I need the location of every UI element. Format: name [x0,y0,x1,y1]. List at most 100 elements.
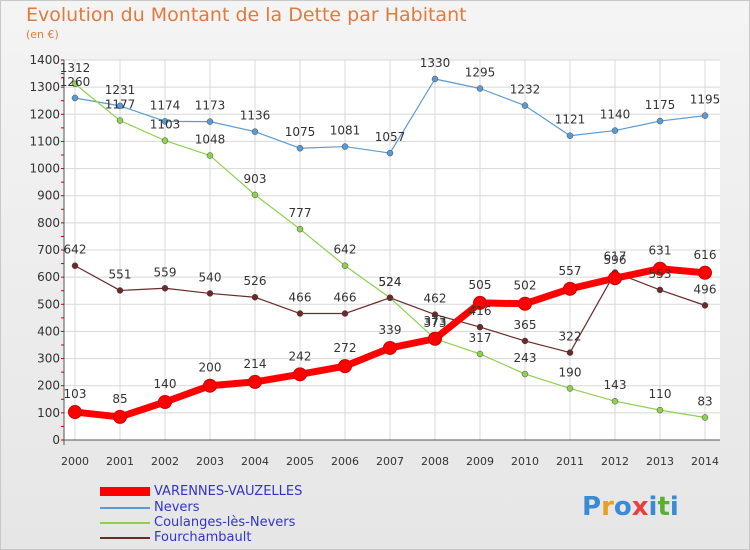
data-point-coulanges-l-s-nevers [206,152,214,159]
data-point-fourchambault [116,287,124,294]
axes: 0 100 200 300 400 500 600 700 800 900 1000 1100 1200… [29,53,720,468]
data-label-nevers: 1330 [420,56,451,70]
data-label-nevers: 1057 [375,130,406,144]
data-label-fourchambault: 551 [109,267,132,281]
y-tick-label: 1000 [29,162,60,176]
data-label-varennes-vauzelles: 373 [424,314,447,328]
data-label-fourchambault: 642 [64,243,87,257]
data-point-varennes-vauzelles [158,395,172,409]
data-label-nevers: 1260 [60,75,91,89]
data-label-varennes-vauzelles: 200 [199,361,222,375]
y-unit-label: (en €) [26,28,59,41]
x-tick-label: 2002 [151,455,179,468]
data-point-coulanges-l-s-nevers [656,406,664,414]
data-point-fourchambault [476,323,484,331]
y-tick-label: 100 [37,406,60,420]
data-label-coulanges-l-s-nevers: 642 [334,243,357,257]
data-point-coulanges-l-s-nevers [71,80,79,88]
logo-letter: i [648,492,658,522]
data-label-nevers: 1232 [510,83,541,97]
data-point-varennes-vauzelles [113,409,127,424]
data-point-coulanges-l-s-nevers [341,262,349,269]
data-point-nevers [296,144,304,152]
data-point-coulanges-l-s-nevers [701,414,709,421]
series-layer [68,75,712,424]
data-point-fourchambault [161,285,169,292]
data-point-varennes-vauzelles [653,261,667,276]
grid [64,59,720,441]
data-label-nevers: 1231 [105,83,136,97]
x-tick-label: 2004 [241,455,269,468]
y-tick-label: 400 [37,324,60,338]
data-label-coulanges-l-s-nevers: 777 [289,206,312,220]
data-point-fourchambault [656,286,664,294]
data-label-fourchambault: 540 [199,270,222,284]
data-point-nevers [251,128,259,135]
data-label-nevers: 1173 [195,99,226,113]
legend-label-varennes: VARENNES-VAUZELLES [154,484,303,499]
legend-label-nevers: Nevers [154,500,200,515]
data-point-fourchambault [521,337,529,345]
data-point-nevers [116,102,124,110]
x-tick-label: 2007 [376,455,404,468]
data-label-coulanges-l-s-nevers: 1048 [195,133,226,147]
data-point-coulanges-l-s-nevers [161,137,169,144]
y-tick-label: 1200 [29,107,60,121]
y-tick-label: 0 [52,433,60,447]
data-point-nevers [656,117,664,125]
logo-letter: x [631,492,649,522]
data-point-nevers [161,118,169,125]
data-point-varennes-vauzelles [203,378,217,393]
data-label-varennes-vauzelles: 616 [694,248,717,262]
legend-swatch-fourchambault [100,536,150,539]
data-label-varennes-vauzelles: 103 [64,387,87,401]
data-label-fourchambault: 526 [244,274,267,288]
data-label-nevers: 1121 [555,113,586,127]
data-point-nevers [386,149,394,157]
legend-item-coulanges: Coulanges-lès-Nevers [100,515,295,530]
legend-swatch-nevers [100,506,150,509]
logo-letter: t [657,492,670,522]
data-point-varennes-vauzelles [248,374,262,389]
data-label-fourchambault: 322 [559,330,582,344]
data-label-coulanges-l-s-nevers: 1177 [105,98,136,112]
y-tick-label: 200 [37,379,60,393]
data-point-nevers [341,143,349,150]
legend-swatch-coulanges [100,521,150,524]
y-tick-label: 800 [37,216,60,230]
legend-label-fourchambault: Fourchambault [154,530,252,545]
data-point-coulanges-l-s-nevers [296,225,304,233]
legend-item-nevers: Nevers [100,500,200,515]
y-tick-label: 1400 [29,53,60,67]
data-point-fourchambault [386,294,394,302]
x-tick-label: 2014 [691,455,719,468]
logo-letter: o [613,492,632,522]
data-label-varennes-vauzelles: 631 [649,244,672,258]
data-point-fourchambault [701,302,709,309]
data-label-coulanges-l-s-nevers: 110 [649,387,672,401]
data-label-fourchambault: 416 [469,304,492,318]
data-point-fourchambault [71,262,79,269]
y-tick-label: 900 [37,189,60,203]
legend-item-varennes: VARENNES-VAUZELLES [100,484,302,499]
data-label-coulanges-l-s-nevers: 1312 [60,61,91,75]
data-label-coulanges-l-s-nevers: 190 [559,365,582,379]
data-label-nevers: 1136 [240,109,271,123]
x-tick-label: 2003 [196,455,224,468]
x-tick-label: 2005 [286,455,314,468]
y-tick-label: 1100 [29,134,60,148]
data-point-varennes-vauzelles [383,340,397,355]
data-point-nevers [701,112,709,119]
data-label-nevers: 1174 [150,98,181,112]
data-label-varennes-vauzelles: 557 [559,264,582,278]
data-labels: 1260 1231 1174 1173 1136 1075 1081 1057 1330 1295… [60,56,721,408]
logo-letter: P [582,492,602,522]
data-point-varennes-vauzelles [473,295,487,310]
data-label-varennes-vauzelles: 505 [469,278,492,292]
y-tick-label: 300 [37,352,60,366]
data-label-varennes-vauzelles: 214 [244,357,267,371]
data-label-varennes-vauzelles: 272 [334,341,357,355]
data-point-nevers [611,127,619,134]
data-point-fourchambault [431,311,439,318]
